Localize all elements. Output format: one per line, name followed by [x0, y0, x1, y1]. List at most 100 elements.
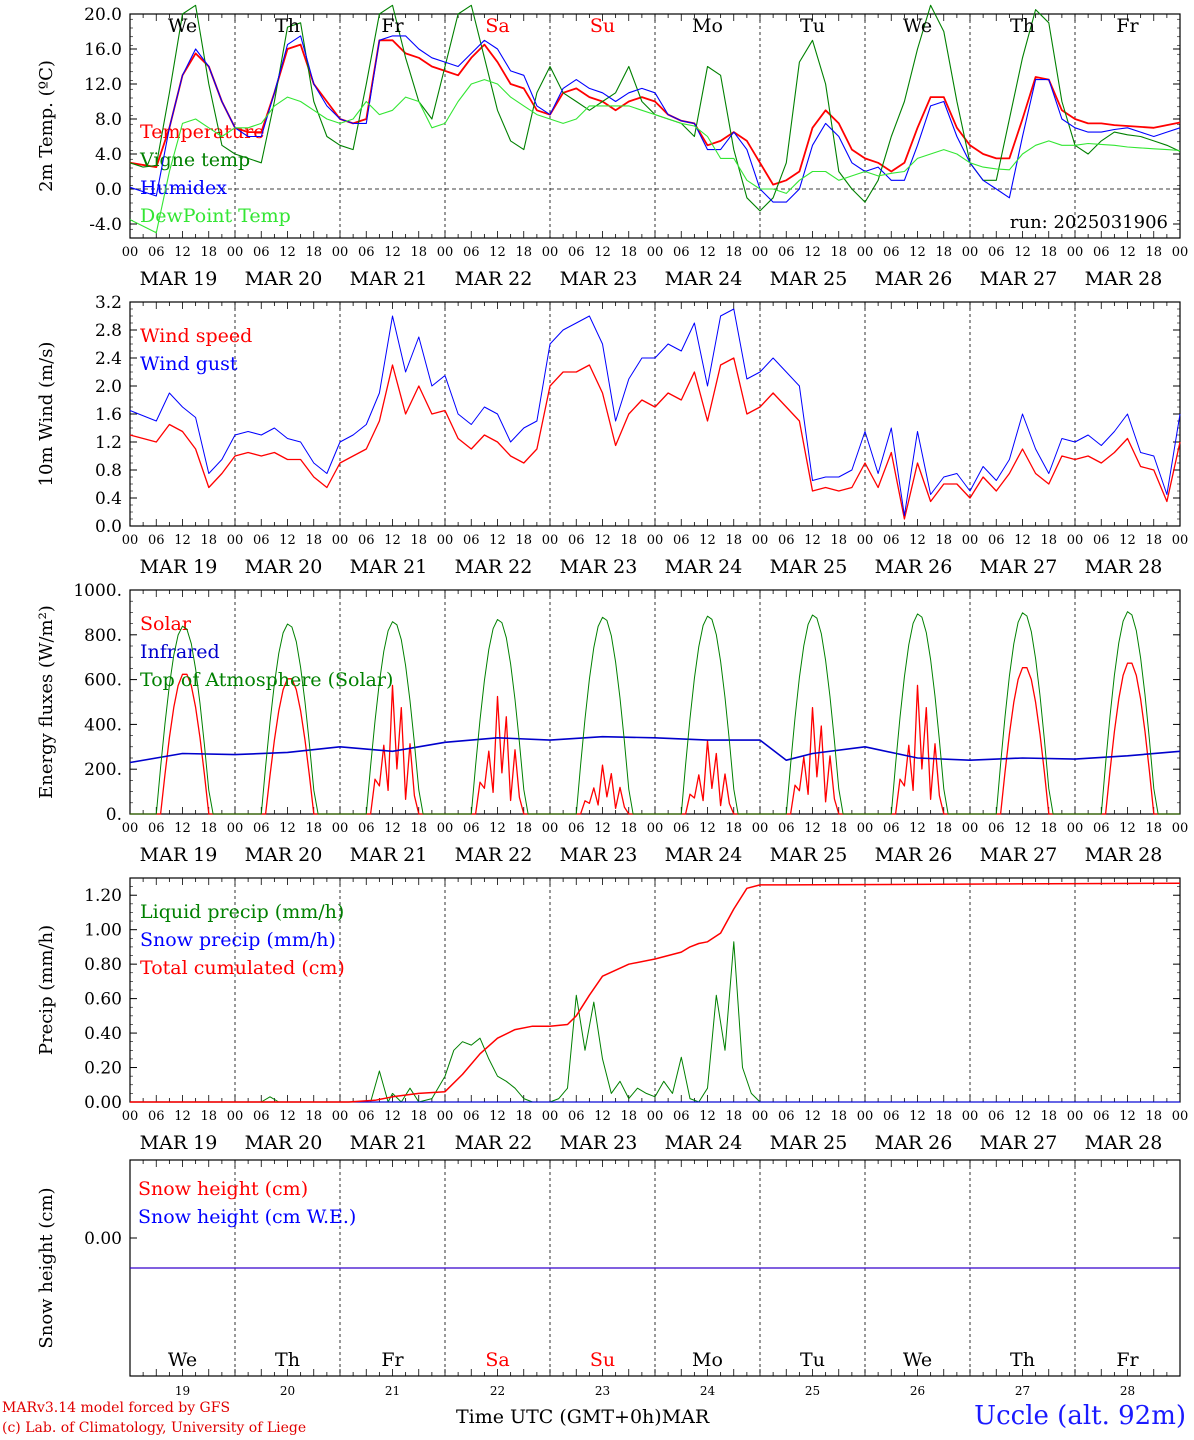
- date-label: MAR 20: [245, 556, 323, 578]
- date-label: MAR 26: [875, 556, 953, 578]
- weekday-label: Th: [1010, 15, 1035, 37]
- y-tick-label: 1.20: [84, 886, 122, 906]
- weekday-label: Tu: [800, 15, 825, 37]
- y-axis-label: Energy fluxes (W/m²): [36, 605, 57, 799]
- hour-label: 12: [174, 533, 191, 548]
- panel-3: 1000. 800. 600. 400. 200. 0. Energy fluxes (W/…: [36, 581, 1188, 866]
- y-tick-label: 2.0: [95, 377, 122, 397]
- weekday-label: We: [903, 1349, 932, 1371]
- legend-entry: Total cumulated (cm): [140, 957, 345, 979]
- date-label: MAR 20: [245, 1132, 323, 1154]
- copyright-credit: (c) Lab. of Climatology, University of L…: [2, 1420, 307, 1436]
- hour-label: 00: [332, 245, 349, 260]
- hour-label: 12: [909, 821, 926, 836]
- hour-label: 00: [1172, 533, 1189, 548]
- legend-entry: Liquid precip (mm/h): [140, 901, 344, 923]
- date-label: MAR 27: [980, 268, 1058, 290]
- legend-entry: Snow precip (mm/h): [140, 929, 336, 951]
- time-axis-title: Time UTC (GMT+0h): [456, 1406, 662, 1428]
- hour-label: 12: [489, 1109, 506, 1124]
- day-number: 21: [385, 1384, 400, 1398]
- weekday-label: Tu: [800, 1349, 825, 1371]
- weekday-label: Th: [275, 1349, 300, 1371]
- hour-label: 12: [594, 245, 611, 260]
- hour-label: 18: [830, 821, 847, 836]
- hour-label: 12: [594, 1109, 611, 1124]
- series-line-3: [129, 35, 1181, 203]
- station-label: Uccle (alt. 92m): [974, 1401, 1186, 1431]
- panel-2: 3.2 2.8 2.4 2.0 1.6 1.2 0.8 0.4 0.0 10m Wind (m/s…: [36, 293, 1188, 578]
- legend-entry: Temperature: [140, 121, 264, 143]
- date-label: MAR 19: [140, 1132, 218, 1154]
- hour-label: 06: [988, 1109, 1005, 1124]
- hour-label: 12: [804, 533, 821, 548]
- y-axis-label: 2m Temp. (ºC): [36, 60, 57, 192]
- date-label: MAR 25: [770, 268, 848, 290]
- hour-label: 18: [515, 1109, 532, 1124]
- y-tick-label: 2.8: [95, 321, 122, 341]
- hour-label: 06: [148, 533, 165, 548]
- hour-label: 00: [332, 821, 349, 836]
- hour-label: 06: [463, 821, 480, 836]
- hour-label: 06: [568, 245, 585, 260]
- hour-label: 00: [857, 533, 874, 548]
- date-label: MAR 20: [245, 268, 323, 290]
- weekday-label: Sa: [485, 15, 509, 37]
- hour-label: 06: [988, 533, 1005, 548]
- hour-label: 18: [200, 821, 217, 836]
- hour-label: 12: [594, 533, 611, 548]
- hour-label: 18: [620, 245, 637, 260]
- weekday-label: Mo: [692, 15, 723, 37]
- hour-label: 12: [594, 821, 611, 836]
- y-tick-label: 800.: [84, 626, 122, 646]
- hour-label: 18: [830, 533, 847, 548]
- legend-entry: Snow height (cm W.E.): [138, 1206, 356, 1228]
- y-tick-label: 0.0: [95, 180, 122, 200]
- hour-label: 12: [1014, 1109, 1031, 1124]
- weekday-label: Fr: [381, 1349, 404, 1371]
- weekday-label: We: [168, 15, 197, 37]
- weekday-label: Su: [590, 15, 615, 37]
- hour-label: 00: [332, 1109, 349, 1124]
- hour-label: 12: [804, 245, 821, 260]
- y-tick-label: 0.00: [84, 1229, 122, 1249]
- hour-label: 06: [673, 821, 690, 836]
- hour-label: 12: [174, 1109, 191, 1124]
- hour-label: 06: [358, 533, 375, 548]
- hour-label: 00: [542, 245, 559, 260]
- y-tick-label: 16.0: [84, 40, 122, 60]
- y-axis-label: 10m Wind (m/s): [36, 342, 57, 487]
- hour-label: 06: [1093, 533, 1110, 548]
- date-label: MAR 24: [665, 844, 743, 866]
- hour-label: 12: [804, 1109, 821, 1124]
- hour-label: 00: [542, 533, 559, 548]
- y-tick-label: 1.00: [84, 921, 122, 941]
- y-axis-label: Snow height (cm): [36, 1187, 57, 1348]
- hour-label: 18: [1145, 245, 1162, 260]
- hour-label: 00: [752, 821, 769, 836]
- hour-label: 18: [410, 245, 427, 260]
- day-number: 22: [490, 1384, 505, 1398]
- hour-label: 18: [1040, 533, 1057, 548]
- legend-entry: Wind speed: [140, 325, 252, 347]
- hour-label: 06: [148, 1109, 165, 1124]
- day-number: 25: [805, 1384, 820, 1398]
- hour-label: 18: [200, 1109, 217, 1124]
- y-tick-label: 0.20: [84, 1059, 122, 1079]
- hour-label: 18: [935, 821, 952, 836]
- hour-label: 12: [384, 1109, 401, 1124]
- hour-label: 00: [1172, 821, 1189, 836]
- hour-label: 06: [883, 1109, 900, 1124]
- legend-entry: DewPoint Temp: [140, 205, 291, 227]
- hour-label: 12: [1119, 533, 1136, 548]
- y-tick-label: 1.2: [95, 433, 122, 453]
- hour-label: 06: [673, 245, 690, 260]
- hour-label: 00: [227, 533, 244, 548]
- hour-label: 06: [778, 245, 795, 260]
- hour-label: 12: [1119, 245, 1136, 260]
- date-label: MAR 25: [770, 556, 848, 578]
- hour-label: 06: [883, 821, 900, 836]
- panel-5: 0.00 Snow height (cm) Snow height (cm) Snow…: [36, 1159, 1181, 1398]
- date-label: MAR 26: [875, 268, 953, 290]
- hour-label: 12: [384, 533, 401, 548]
